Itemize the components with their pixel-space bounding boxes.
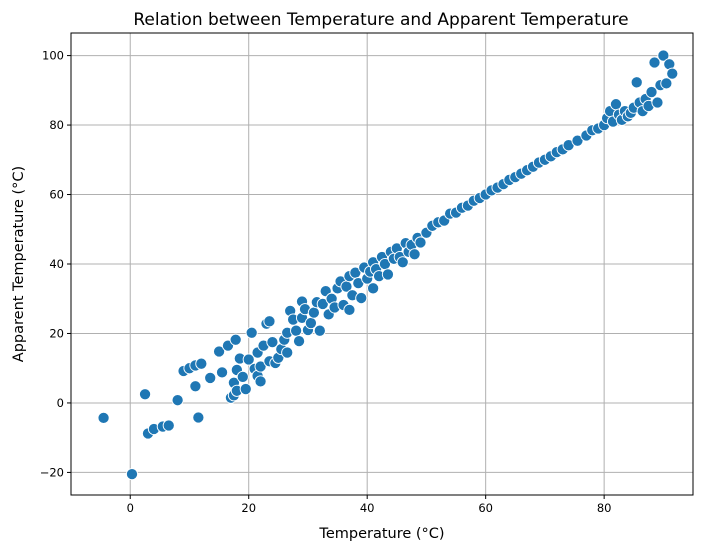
- data-points: [97, 49, 679, 481]
- data-point: [408, 248, 421, 261]
- data-point: [125, 468, 139, 481]
- x-tick-label: 60: [478, 501, 493, 515]
- data-point: [254, 375, 267, 388]
- data-point: [263, 315, 276, 328]
- data-point: [266, 336, 279, 349]
- x-tick-label: 80: [597, 501, 612, 515]
- data-point: [657, 49, 670, 62]
- data-point: [313, 324, 326, 337]
- plot-area-frame: [70, 32, 694, 496]
- data-point: [293, 335, 306, 348]
- data-point: [630, 76, 643, 89]
- y-tick-label: 100: [42, 49, 64, 63]
- data-point: [290, 324, 303, 337]
- data-point: [192, 411, 205, 424]
- data-point: [97, 411, 110, 424]
- data-point: [381, 268, 394, 281]
- y-tick-label: 80: [49, 118, 64, 132]
- data-point: [343, 303, 356, 316]
- data-point: [245, 326, 258, 339]
- data-point: [239, 383, 252, 396]
- y-tick-label: 60: [49, 188, 64, 202]
- data-point: [281, 346, 294, 359]
- data-point: [213, 345, 226, 358]
- data-point: [236, 370, 249, 383]
- data-point: [138, 388, 152, 401]
- y-tick-label: 20: [49, 326, 64, 340]
- data-point: [414, 236, 427, 249]
- data-point: [204, 371, 217, 384]
- data-point: [162, 419, 175, 432]
- data-point: [355, 291, 368, 305]
- data-point: [195, 357, 208, 370]
- data-point: [648, 56, 661, 69]
- data-point: [216, 366, 229, 379]
- axis-ticks: 0 20 40 60 80 −20 0 20 40 60 80 100: [40, 49, 612, 515]
- data-point: [645, 86, 658, 99]
- data-point: [254, 360, 267, 373]
- x-tick-label: 40: [360, 501, 375, 515]
- data-point: [571, 134, 584, 147]
- data-point: [189, 380, 202, 393]
- data-point: [171, 394, 184, 407]
- data-point: [660, 77, 673, 90]
- y-tick-label: 40: [49, 257, 64, 271]
- x-tick-label: 0: [127, 501, 134, 515]
- y-axis-label: Apparent Temperature (°C): [11, 166, 27, 362]
- y-tick-label: 0: [57, 396, 64, 410]
- data-point: [229, 333, 242, 346]
- data-point: [316, 297, 329, 310]
- data-point: [304, 317, 317, 330]
- y-tick-label: −20: [40, 465, 64, 479]
- data-point: [367, 282, 380, 295]
- data-point: [242, 353, 255, 366]
- x-axis-label: Temperature (°C): [318, 526, 444, 542]
- data-point: [651, 96, 664, 109]
- data-point: [307, 306, 320, 319]
- data-point: [666, 67, 679, 80]
- x-tick-label: 20: [241, 501, 256, 515]
- chart-title: Relation between Temperature and Apparen…: [133, 10, 628, 30]
- data-point: [396, 256, 409, 269]
